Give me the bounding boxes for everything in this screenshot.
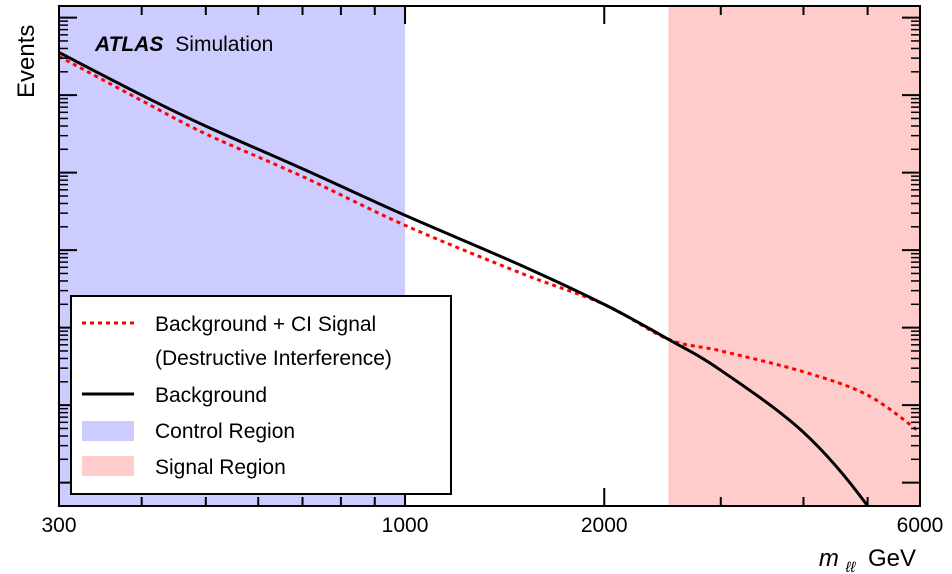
y-axis-label: Events xyxy=(13,25,40,98)
series-line-background-plus-signal xyxy=(59,55,920,434)
legend-swatch-signal-region xyxy=(82,456,134,476)
series-line-background xyxy=(59,51,870,506)
signal-region-band xyxy=(668,6,920,506)
legend-label-signal-region: Signal Region xyxy=(155,456,286,479)
legend-box xyxy=(70,295,452,495)
legend-label-signal: Background + CI Signal xyxy=(155,313,376,336)
experiment-tag: Simulation xyxy=(175,33,273,56)
label-layer: 300 1000 2000 6000 xyxy=(41,514,943,537)
x-tick-label: 1000 xyxy=(382,514,429,537)
legend-label-signal-note: (Destructive Interference) xyxy=(155,347,392,370)
legend-swatch-control-region xyxy=(82,421,134,441)
atlas-label: ATLAS Simulation xyxy=(94,33,273,56)
series-layer xyxy=(59,51,920,506)
x-tick-label: 2000 xyxy=(581,514,628,537)
x-axis-subscript: ℓℓ xyxy=(845,559,857,574)
legend-label-background: Background xyxy=(155,384,267,407)
legend: Background + CI Signal (Destructive Inte… xyxy=(70,295,452,495)
x-tick-label: 300 xyxy=(41,514,76,537)
legend-label-control-region: Control Region xyxy=(155,420,295,443)
x-axis-label: m ℓℓ GeV xyxy=(819,545,916,574)
x-axis-symbol: m xyxy=(819,545,839,572)
x-axis-unit: GeV xyxy=(868,545,916,572)
experiment-name: ATLAS xyxy=(94,33,163,56)
plot-frame xyxy=(58,5,921,507)
tick-layer xyxy=(58,6,921,506)
x-tick-label: 6000 xyxy=(897,514,944,537)
